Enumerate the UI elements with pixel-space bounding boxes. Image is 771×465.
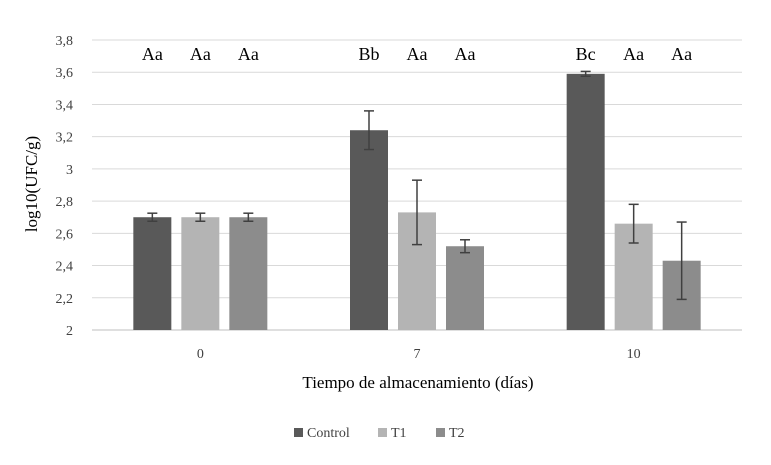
bars <box>133 73 701 330</box>
y-tick-label: 2,4 <box>56 260 74 275</box>
y-axis-title: log10(UFC/g) <box>22 136 41 232</box>
y-tick-label: 2,6 <box>56 227 74 242</box>
y-axis-tick-labels: 2 2,2 2,4 2,6 2,8 3 3,2 3,4 3,6 3,8 <box>56 34 74 339</box>
error-bar <box>412 179 422 246</box>
y-tick-label: 2 <box>66 324 73 339</box>
bar-control-10 <box>566 73 605 330</box>
bar-control-0 <box>133 217 172 330</box>
significance-label: Aa <box>623 44 644 64</box>
bar-t2-7 <box>446 246 484 330</box>
legend-swatch <box>436 428 445 437</box>
legend-swatch <box>294 428 303 437</box>
x-tick-label: 0 <box>197 347 204 362</box>
legend-label: T2 <box>449 426 465 441</box>
y-tick-label: 3,6 <box>56 66 74 81</box>
error-bar <box>460 239 470 254</box>
error-bar <box>147 212 158 222</box>
bar-control-7 <box>350 130 388 330</box>
y-tick-label: 2,8 <box>56 195 74 210</box>
significance-label: Aa <box>142 44 163 64</box>
legend-label: Control <box>307 426 350 441</box>
error-bar <box>580 70 591 77</box>
significance-label: Aa <box>238 44 259 64</box>
x-axis-title: Tiempo de almacenamiento (días) <box>302 373 533 392</box>
x-tick-label: 7 <box>414 347 421 362</box>
legend-item-t1: T1 <box>378 426 407 441</box>
legend-item-control: Control <box>294 426 350 441</box>
significance-labels: Aa Aa Aa Bb Aa Aa Bc Aa Aa <box>142 44 692 64</box>
legend-item-t2: T2 <box>436 426 465 441</box>
significance-label: Bb <box>358 44 379 64</box>
x-axis-tick-labels: 0 7 10 <box>197 347 641 362</box>
bar-t2-0 <box>229 217 268 330</box>
y-tick-label: 3 <box>66 163 73 178</box>
error-bar <box>676 221 687 301</box>
y-tick-label: 3,8 <box>56 34 74 49</box>
y-tick-label: 3,4 <box>56 98 74 113</box>
y-tick-label: 3,2 <box>56 131 74 146</box>
significance-label: Aa <box>190 44 211 64</box>
significance-label: Aa <box>455 44 476 64</box>
significance-label: Aa <box>407 44 428 64</box>
y-tick-label: 2,2 <box>56 292 74 307</box>
significance-label: Aa <box>671 44 692 64</box>
bar-t1-0 <box>181 217 220 330</box>
significance-label: Bc <box>576 44 596 64</box>
error-bar <box>364 110 374 151</box>
error-bars <box>147 70 687 301</box>
legend-swatch <box>378 428 387 437</box>
error-bar <box>243 212 254 222</box>
x-tick-label: 10 <box>627 347 641 362</box>
legend-label: T1 <box>391 426 407 441</box>
error-bar <box>628 203 639 244</box>
legend: Control T1 T2 <box>294 426 465 441</box>
error-bar <box>195 212 206 222</box>
